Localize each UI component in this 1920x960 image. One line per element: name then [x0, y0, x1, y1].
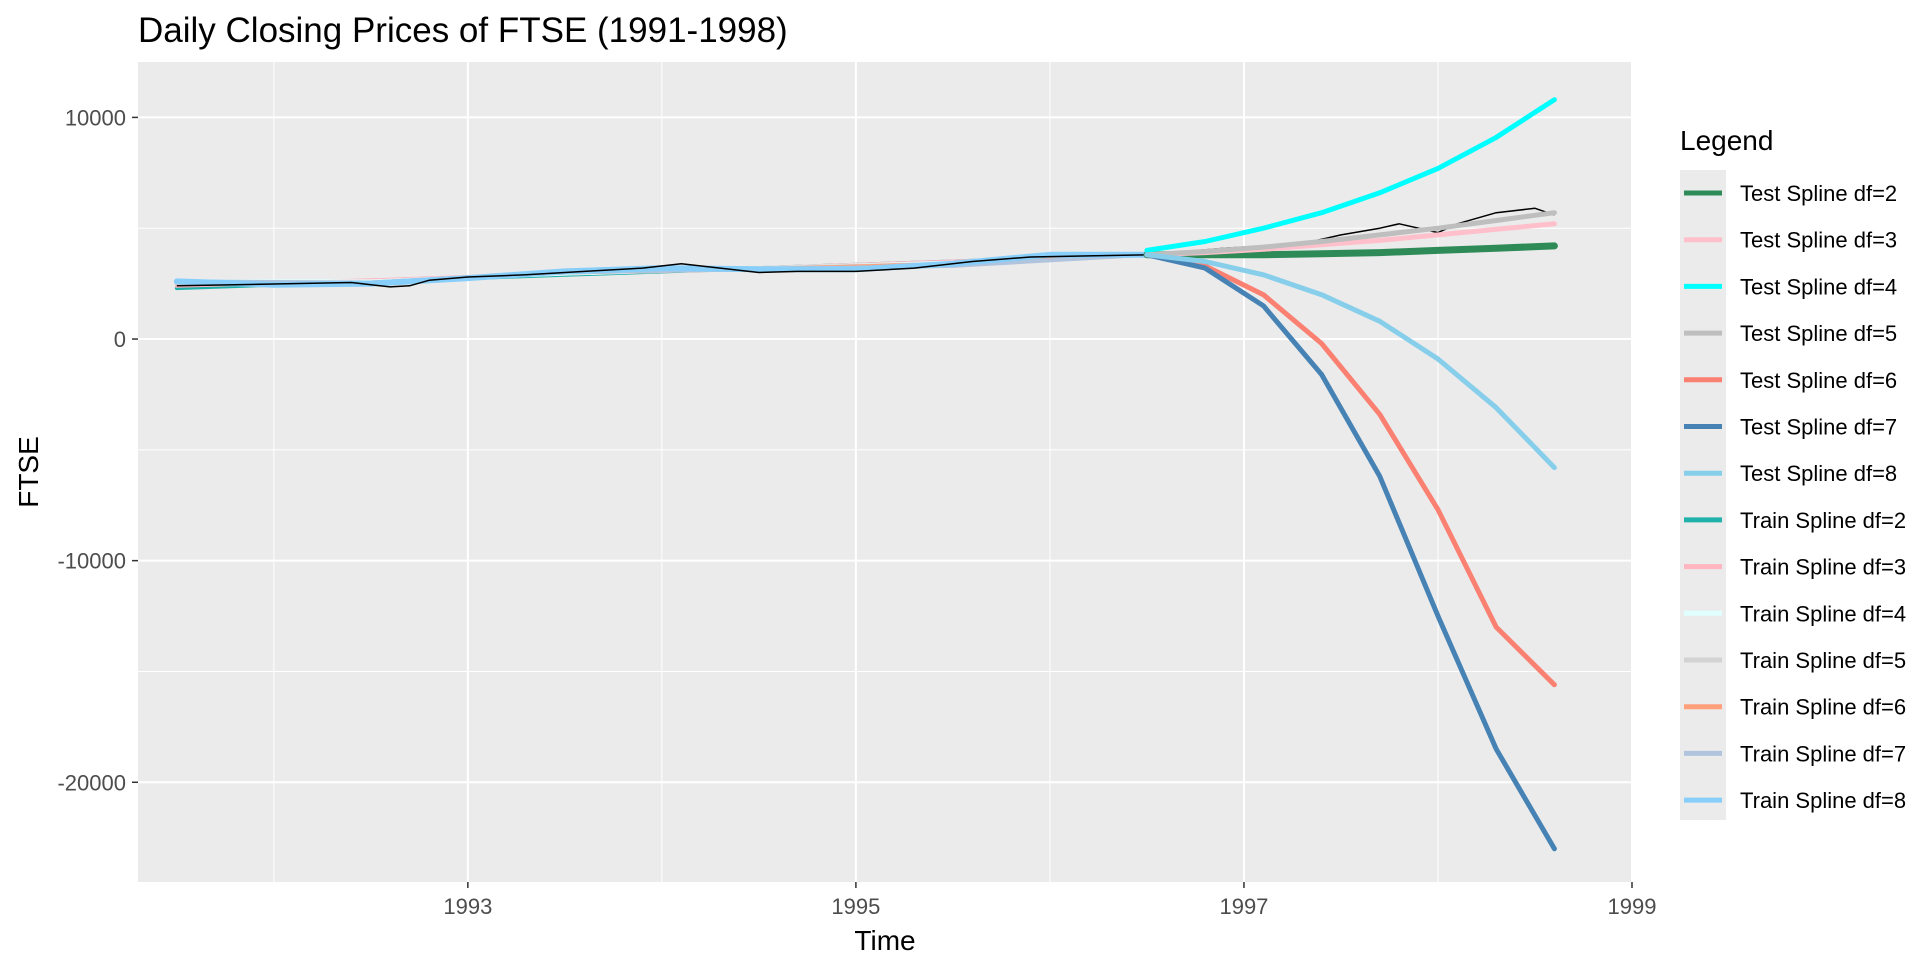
- legend-label-train-spline-df-7: Train Spline df=7: [1740, 741, 1906, 766]
- legend-label-train-spline-df-8: Train Spline df=8: [1740, 788, 1906, 813]
- series-test-spline-df-6: [1144, 252, 1557, 688]
- series-test-spline-df-8: [1144, 252, 1557, 471]
- x-tick-label: 1993: [443, 894, 492, 919]
- legend-label-test-spline-df-8: Test Spline df=8: [1740, 461, 1897, 486]
- legend-items: Test Spline df=2 Test Spline df=3 Test Spl…: [1684, 181, 1906, 813]
- series-test-spline-df-7: [1144, 252, 1557, 852]
- y-axis-title: FTSE: [13, 436, 44, 508]
- legend-label-test-spline-df-5: Test Spline df=5: [1740, 321, 1897, 346]
- legend-title: Legend: [1680, 125, 1773, 156]
- legend-label-test-spline-df-6: Test Spline df=6: [1740, 368, 1897, 393]
- x-tick-label: 1997: [1219, 894, 1268, 919]
- legend-label-train-spline-df-4: Train Spline df=4: [1740, 601, 1906, 626]
- x-axis-title: Time: [854, 925, 915, 956]
- chart-title: Daily Closing Prices of FTSE (1991-1998): [138, 11, 788, 50]
- y-tick-label: -10000: [57, 549, 126, 574]
- x-tick-label: 1995: [831, 894, 880, 919]
- legend-label-train-spline-df-3: Train Spline df=3: [1740, 555, 1906, 580]
- legend-label-test-spline-df-3: Test Spline df=3: [1740, 228, 1897, 253]
- y-tick-label: 10000: [65, 105, 126, 130]
- series-test-spline-df-2: [1143, 242, 1558, 259]
- legend-key-background: [1680, 170, 1726, 820]
- legend-label-train-spline-df-2: Train Spline df=2: [1740, 508, 1906, 533]
- legend-label-train-spline-df-6: Train Spline df=6: [1740, 695, 1906, 720]
- series-test-spline-df-5: [1144, 210, 1557, 258]
- y-axis-ticks: 10000 0 -10000 -20000: [57, 105, 138, 795]
- series-test-spline-df-4: [1144, 97, 1557, 253]
- legend-label-train-spline-df-5: Train Spline df=5: [1740, 648, 1906, 673]
- series-layer: [173, 97, 1558, 852]
- series-observed-ftse: [176, 207, 1555, 288]
- legend-label-test-spline-df-2: Test Spline df=2: [1740, 181, 1897, 206]
- x-axis-ticks: 1993 1995 1997 1999: [443, 882, 1656, 919]
- plot-panel: [138, 62, 1632, 882]
- y-tick-label: -20000: [57, 770, 126, 795]
- legend-label-test-spline-df-4: Test Spline df=4: [1740, 274, 1897, 299]
- legend-label-test-spline-df-7: Test Spline df=7: [1740, 415, 1897, 440]
- major-gridlines: [138, 62, 1633, 882]
- minor-gridlines: [138, 62, 1632, 882]
- x-tick-label: 1999: [1608, 894, 1657, 919]
- y-tick-label: 0: [114, 327, 126, 352]
